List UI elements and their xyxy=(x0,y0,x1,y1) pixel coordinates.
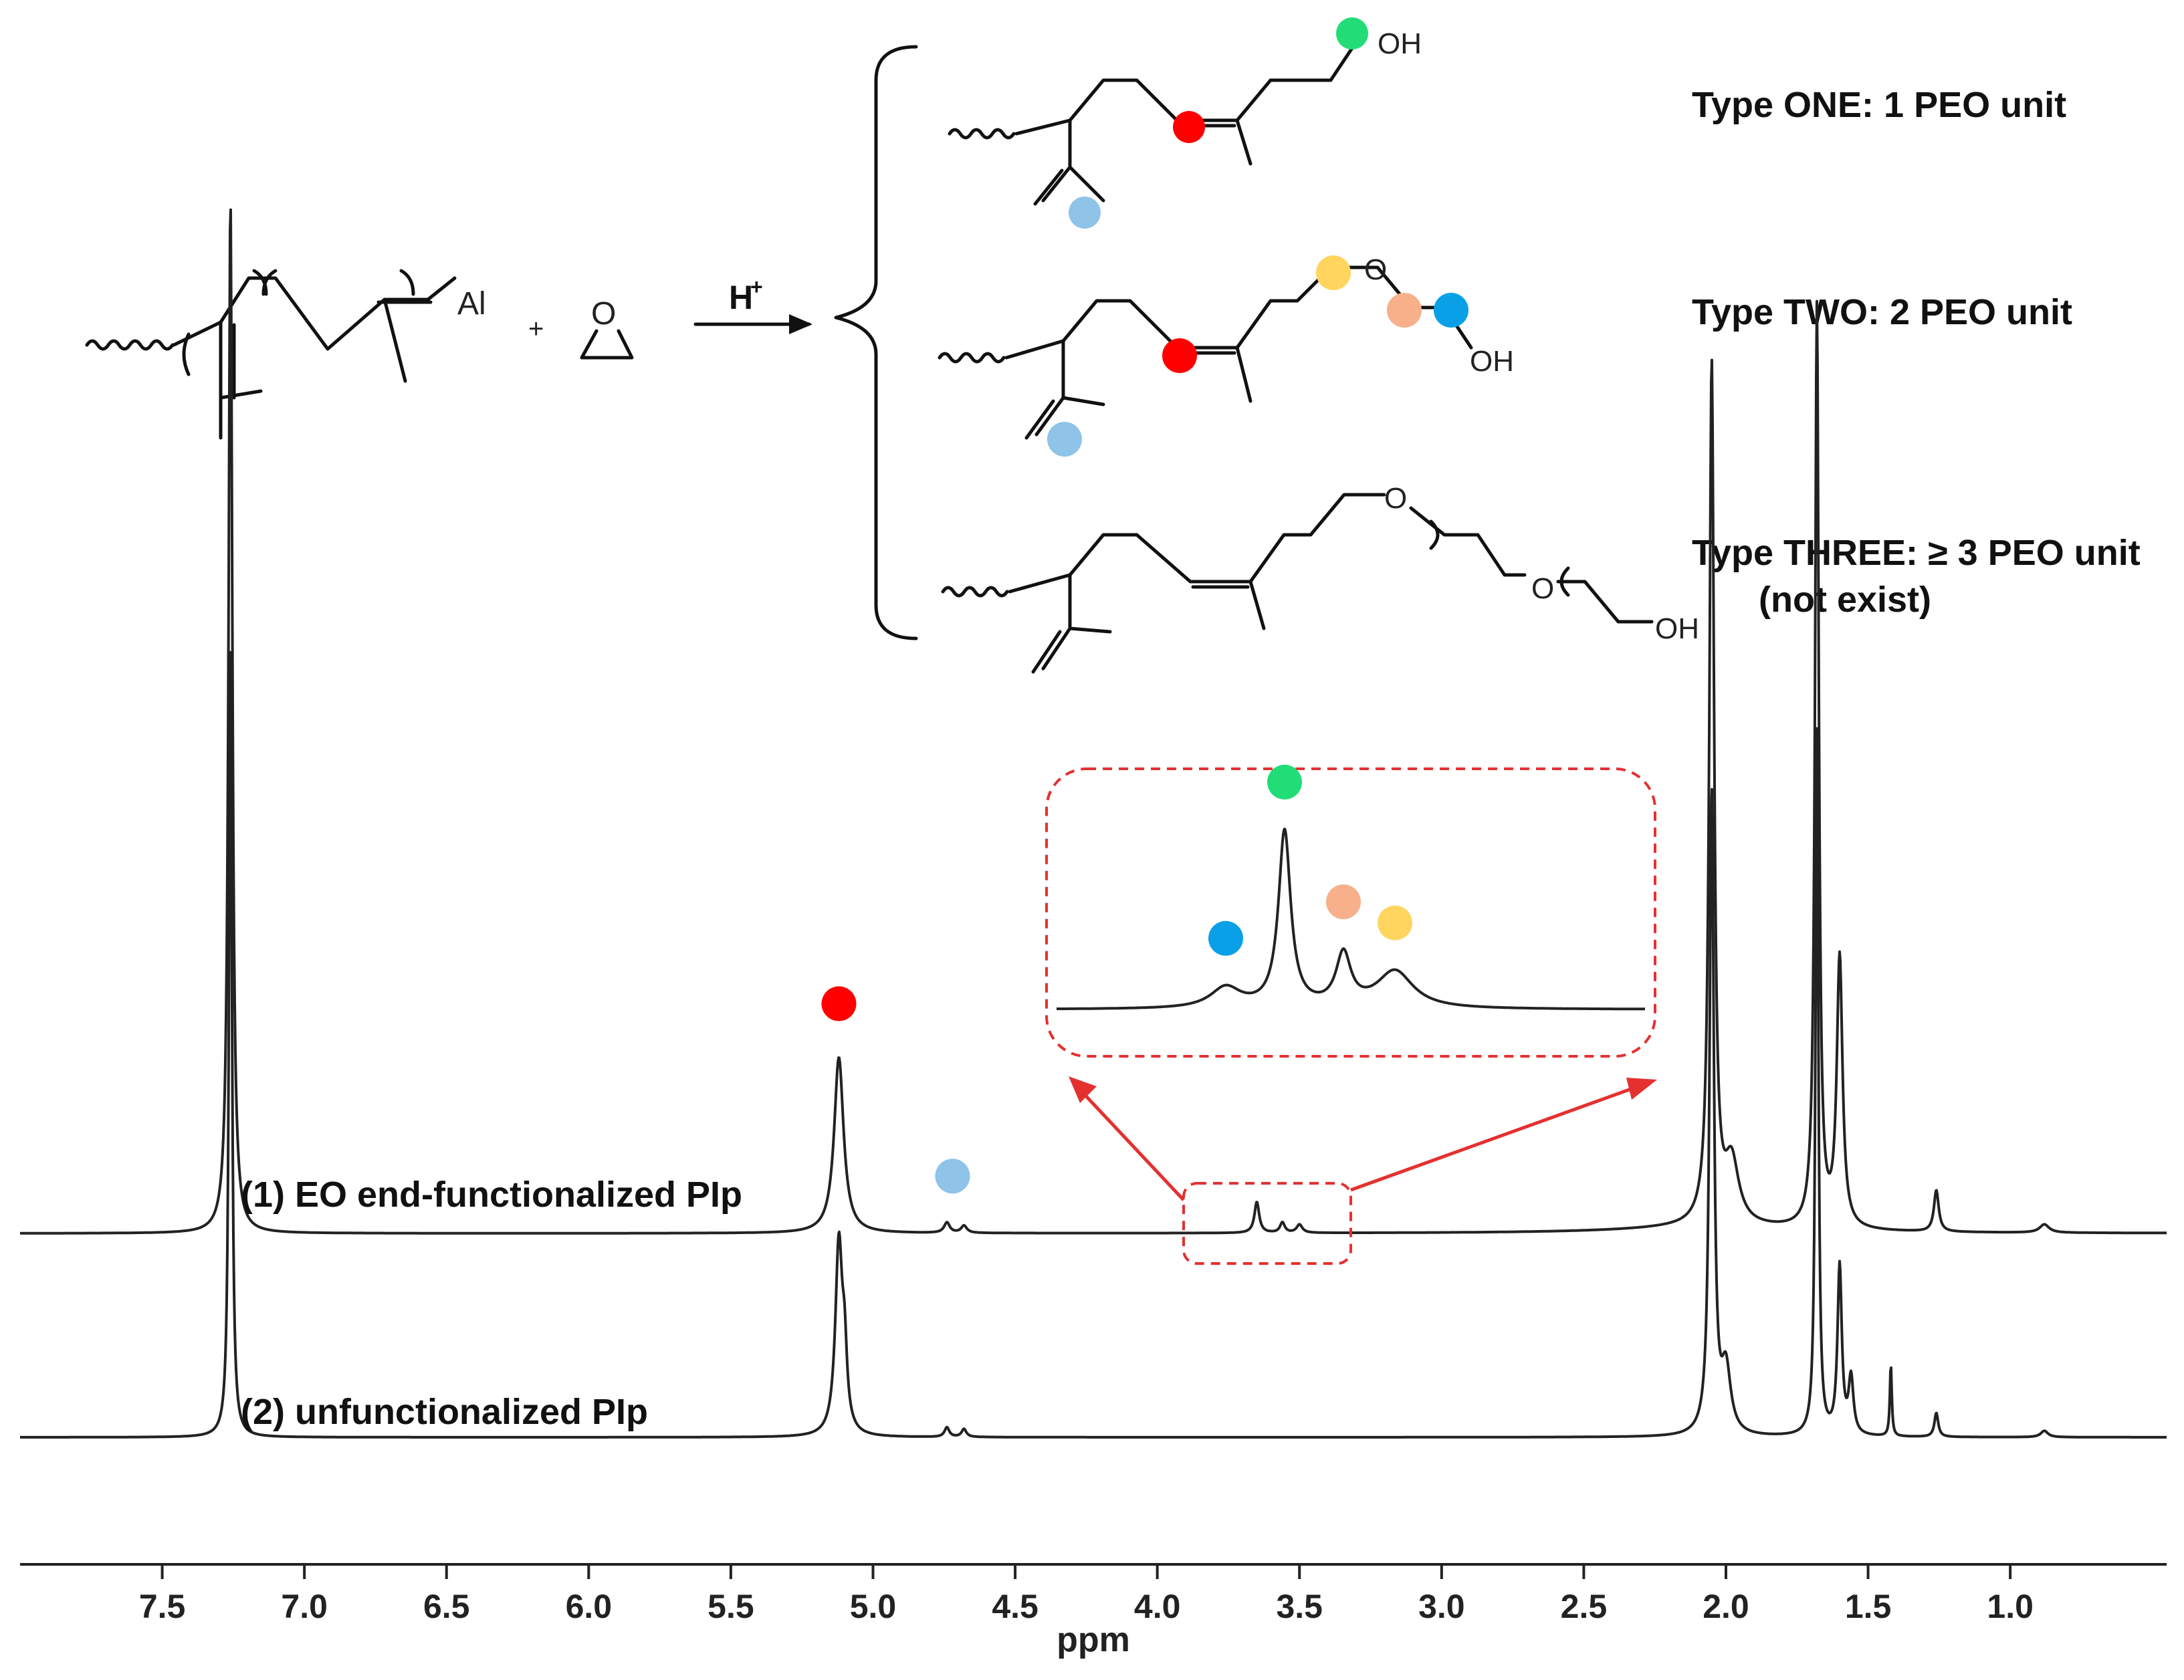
peak-markers xyxy=(821,764,1412,1194)
arrow-head-left-icon xyxy=(1069,1076,1097,1103)
acid-arrow: H + xyxy=(693,275,812,334)
x-tick-label-9: 3.5 xyxy=(1276,1588,1323,1625)
acid-label: H xyxy=(729,279,753,316)
peak-marker-1 xyxy=(821,986,857,1022)
x-tick-label-6: 5.0 xyxy=(850,1588,897,1625)
plus-sign: + xyxy=(528,314,544,344)
aluminium-atom: Al xyxy=(457,286,486,322)
inset-spectrum xyxy=(1056,827,1646,1011)
peak-marker-2 xyxy=(935,1159,970,1194)
product-type-two-structure: O OH xyxy=(938,253,1514,457)
x-tick-label-14: 1.0 xyxy=(1987,1588,2034,1625)
spectrum-line-1 xyxy=(19,208,2167,1235)
zoom-arrow-right xyxy=(1350,1084,1639,1192)
x-tick-label-4: 6.0 xyxy=(566,1588,613,1625)
wavy-chain-icon xyxy=(85,339,175,351)
hydroxyl-type-three: OH xyxy=(1655,612,1699,645)
series-label-2: (2) unfunctionalized PIp xyxy=(241,1392,648,1432)
ether-oxygen-type-two: O xyxy=(1364,253,1387,286)
ch2o-marker-a xyxy=(1316,255,1351,290)
hydroxyl-type-one: OH xyxy=(1378,27,1422,60)
x-axis-label: ppm xyxy=(1057,1621,1130,1659)
zoom-arrow-left xyxy=(1079,1088,1185,1201)
epoxide-oxygen: O xyxy=(591,296,616,332)
x-tick-label-1: 7.5 xyxy=(139,1588,186,1625)
bracket-left xyxy=(182,332,191,376)
ch2o-marker-b xyxy=(1387,293,1422,328)
x-tick-label-5: 5.5 xyxy=(707,1588,754,1625)
zoom-arrows xyxy=(1069,1076,1657,1201)
series-label-1: (1) EO end-functionalized PIp xyxy=(241,1175,742,1215)
x-tick-label-2: 7.0 xyxy=(281,1588,328,1625)
x-tick-label-8: 4.0 xyxy=(1134,1588,1181,1625)
peak-marker-4 xyxy=(1267,764,1302,800)
ch2oh-marker-type-one xyxy=(1336,17,1368,49)
ch2oh-marker-type-two xyxy=(1434,293,1468,328)
x-tick-label-7: 4.5 xyxy=(992,1588,1039,1625)
x-tick-label-12: 2.0 xyxy=(1703,1588,1749,1625)
vinylidene-marker-two xyxy=(1047,422,1082,457)
x-tick-label-3: 6.5 xyxy=(423,1588,470,1625)
ethylene-oxide-structure: O xyxy=(580,296,634,360)
spectrum-line-2 xyxy=(19,650,2167,1439)
ether-oxygen-type-three-b: O xyxy=(1531,572,1554,605)
x-tick-label-11: 2.5 xyxy=(1561,1588,1608,1625)
x-tick-label-13: 1.5 xyxy=(1845,1588,1892,1625)
peak-marker-5 xyxy=(1326,884,1361,919)
peak-marker-6 xyxy=(1378,905,1412,941)
peak-marker-3 xyxy=(1208,921,1243,956)
reaction-scheme: Al + O H + OH xyxy=(85,17,2141,674)
x-axis-ticks: 7.5 7.0 6.5 6.0 5.5 5.0 4.5 4.0 3.5 3.0 2.5 2.0 1.5 1… xyxy=(139,1564,2034,1625)
arrow-head-right-icon xyxy=(1626,1078,1657,1100)
type-one-label: Type ONE: 1 PEO unit xyxy=(1692,85,2066,125)
product-type-one-structure: OH xyxy=(948,17,1422,229)
nmr-spectrum-chart: (1) EO end-functionalized PIp (2) unfunc… xyxy=(19,208,2167,1659)
vinylidene-marker xyxy=(1069,197,1101,229)
product-type-three-structure: O O OH xyxy=(941,482,1699,674)
inset-frame xyxy=(1045,767,1656,1058)
hydroxyl-type-two: OH xyxy=(1470,345,1514,378)
zoom-region-box xyxy=(1182,1182,1352,1265)
vinyl-ch-marker-two xyxy=(1162,338,1197,373)
inset-spectrum-line xyxy=(1056,827,1646,1011)
acid-charge: + xyxy=(750,275,763,299)
polyisoprene-al-structure: Al xyxy=(85,269,486,440)
spectrum-series-group xyxy=(19,208,2167,1439)
arrow-head-icon xyxy=(789,314,812,334)
isoprenyl-bond xyxy=(219,320,236,400)
type-three-label: Type THREE: ≥ 3 PEO unit xyxy=(1692,533,2141,573)
product-brace xyxy=(834,45,918,640)
backbone-bonds xyxy=(172,276,457,351)
type-two-label: Type TWO: 2 PEO unit xyxy=(1692,292,2072,332)
x-tick-label-10: 3.0 xyxy=(1418,1588,1465,1625)
vinyl-ch-marker xyxy=(1173,111,1205,143)
ether-oxygen-type-three-a: O xyxy=(1384,482,1407,515)
type-three-note: (not exist) xyxy=(1759,580,1931,620)
